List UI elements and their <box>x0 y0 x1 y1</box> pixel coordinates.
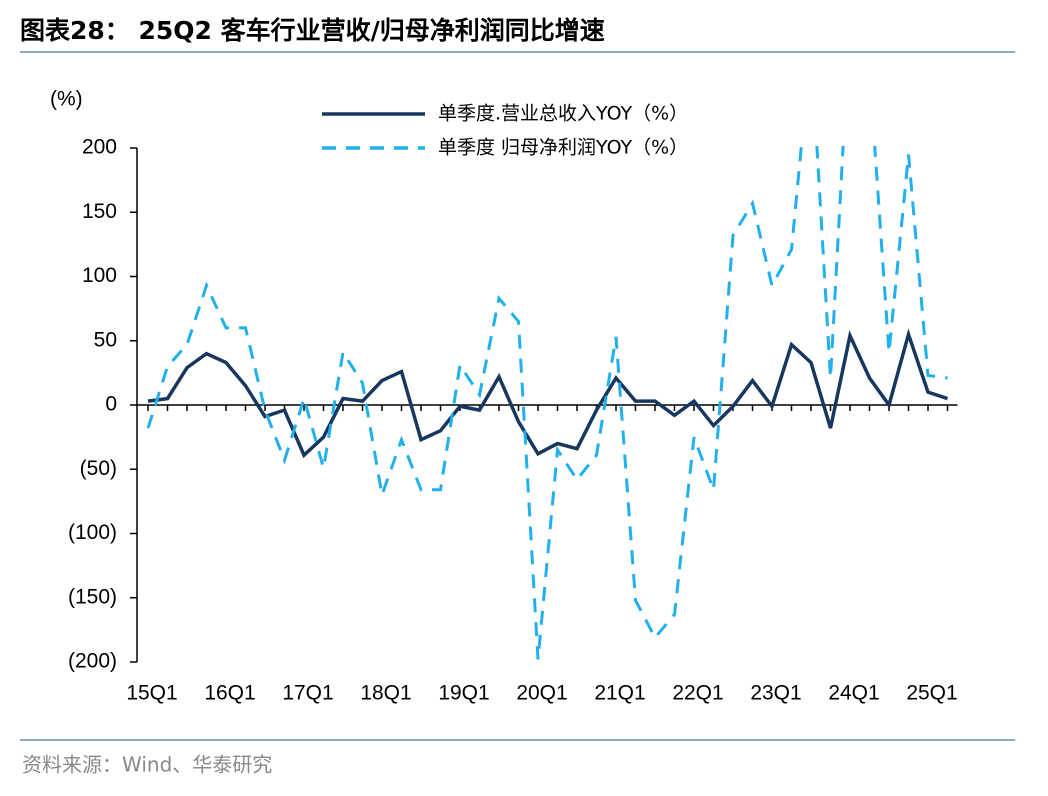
x-tick-label: 25Q1 <box>906 682 957 705</box>
y-axis-label: (%) <box>50 88 83 111</box>
y-tick-label: 100 <box>82 264 117 287</box>
x-tick-label: 22Q1 <box>672 682 723 705</box>
y-tick-label: (100) <box>68 521 117 544</box>
y-tick-label: 50 <box>94 328 117 351</box>
y-tick-label: (200) <box>68 650 117 673</box>
x-tick-label: 23Q1 <box>750 682 801 705</box>
y-tick-label: (150) <box>68 585 117 608</box>
x-tick-label: 17Q1 <box>282 682 333 705</box>
x-tick-label: 24Q1 <box>828 682 879 705</box>
chart-title: 图表28： 25Q2 客车行业营收/归母净利润同比增速 <box>20 16 605 45</box>
y-tick-label: 0 <box>105 393 117 416</box>
legend-label: 单季度.营业总收入YOY（%） <box>438 103 688 125</box>
source: 资料来源：Wind、华泰研究 <box>22 753 272 777</box>
y-tick-label: 200 <box>82 136 117 159</box>
y-tick-label: (50) <box>80 457 117 480</box>
legend-label: 单季度 归母净利润YOY（%） <box>438 137 688 159</box>
x-tick-label: 20Q1 <box>516 682 567 705</box>
x-tick-label: 15Q1 <box>126 682 177 705</box>
series-line <box>147 328 949 459</box>
y-tick-label: 150 <box>82 200 117 223</box>
x-tick-label: 18Q1 <box>360 682 411 705</box>
x-tick-label: 21Q1 <box>594 682 645 705</box>
plot-area <box>146 146 949 660</box>
x-tick-label: 19Q1 <box>438 682 489 705</box>
x-tick-label: 16Q1 <box>204 682 255 705</box>
